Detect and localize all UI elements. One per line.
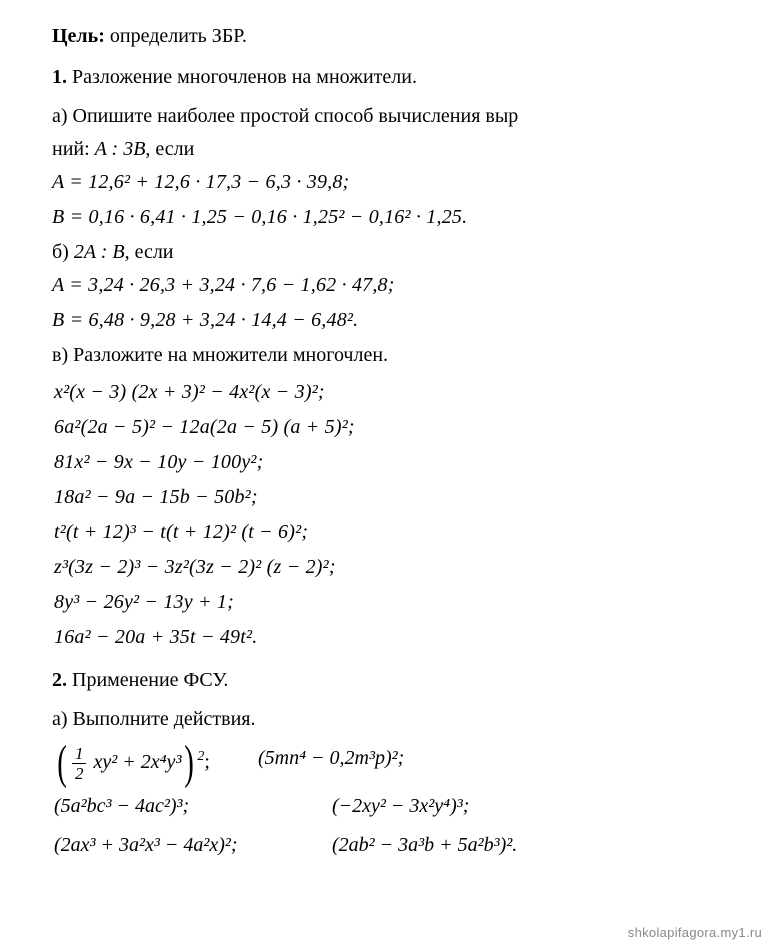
- page-content: Цель: определить ЗБР. 1. Разложение мног…: [0, 0, 768, 880]
- poly-2: 6a²(2a − 5)² − 12a(2a − 5) (a + 5)²;: [54, 413, 751, 442]
- item-1a-line2: ний: A : 3B, если: [52, 135, 753, 164]
- section-1-heading: 1. Разложение многочленов на множители.: [52, 63, 753, 92]
- item-1b-prefix: б): [52, 241, 74, 263]
- watermark: shkolapifagora.my1.ru: [628, 925, 762, 940]
- expr-row-2: (5a²bc³ − 4ac²)³; (−2xy² − 3x²y⁴)³;: [54, 792, 751, 821]
- eq-b2: B = 6,48 · 9,28 + 3,24 · 14,4 − 6,48².: [52, 306, 751, 335]
- eq-a2: A = 3,24 · 26,3 + 3,24 · 7,6 − 1,62 · 47…: [52, 271, 751, 300]
- section-1-number: 1.: [52, 66, 72, 88]
- fraction-num: 1: [72, 745, 87, 764]
- item-1b-expr: 2A : B: [74, 241, 125, 263]
- item-1a-expr: A : 3B: [95, 138, 146, 160]
- expr-r2c1: (5a²bc³ − 4ac²)³;: [54, 792, 284, 821]
- poly-3: 81x² − 9x − 10y − 100y²;: [54, 448, 751, 477]
- poly-8: 16a² − 20a + 35t − 49t².: [54, 623, 751, 652]
- expr-r1c1: (12 xy² + 2x⁴y³) 2;: [54, 744, 210, 782]
- goal-label: Цель:: [52, 25, 105, 47]
- goal-line: Цель: определить ЗБР.: [52, 22, 753, 51]
- expr-r3c1: (2ax³ + 3a²x³ − 4a²x)²;: [54, 831, 284, 860]
- goal-text: определить ЗБР.: [105, 25, 247, 47]
- big-lparen: (: [57, 744, 67, 782]
- section-1-title: Разложение многочленов на множители.: [72, 66, 417, 88]
- fraction: 12: [70, 745, 89, 782]
- item-1c: в) Разложите на множители многочлен.: [52, 341, 753, 370]
- poly-7: 8y³ − 26y² − 13y + 1;: [54, 588, 751, 617]
- fraction-den: 2: [72, 764, 87, 782]
- eq-a1: A = 12,6² + 12,6 · 17,3 − 6,3 · 39,8;: [52, 168, 751, 197]
- poly-4: 18a² − 9a − 15b − 50b²;: [54, 483, 751, 512]
- expr-row-1: (12 xy² + 2x⁴y³) 2; (5mn⁴ − 0,2m³p)²;: [54, 744, 751, 782]
- item-1b-suffix: , если: [125, 241, 174, 263]
- item-2a: а) Выполните действия.: [52, 705, 753, 734]
- expr-r2c2: (−2xy² − 3x²y⁴)³;: [332, 792, 469, 821]
- poly-5: t²(t + 12)³ − t(t + 12)² (t − 6)²;: [54, 518, 751, 547]
- expr-row-3: (2ax³ + 3a²x³ − 4a²x)²; (2ab² − 3a³b + 5…: [54, 831, 751, 860]
- item-1b: б) 2A : B, если: [52, 238, 753, 267]
- item-1a-suffix: , если: [145, 138, 194, 160]
- poly-6: z³(3z − 2)³ − 3z²(3z − 2)² (z − 2)²;: [54, 553, 751, 582]
- expr-r1c2: (5mn⁴ − 0,2m³p)²;: [258, 744, 404, 782]
- expr-r3c2: (2ab² − 3a³b + 5a²b³)².: [332, 831, 517, 860]
- poly-1: x²(x − 3) (2x + 3)² − 4x²(x − 3)²;: [54, 378, 751, 407]
- section-2-number: 2.: [52, 669, 72, 691]
- section-2-heading: 2. Применение ФСУ.: [52, 666, 753, 695]
- item-1a-prefix: ний:: [52, 138, 95, 160]
- item-1a-line1: а) Опишите наиболее простой способ вычис…: [52, 102, 753, 131]
- big-rparen: ): [185, 744, 195, 782]
- expr-r1c1-tail: ;: [204, 751, 210, 773]
- expr-r1c1-mid: xy² + 2x⁴y³: [88, 751, 181, 773]
- section-2-title: Применение ФСУ.: [72, 669, 228, 691]
- eq-b1: B = 0,16 · 6,41 · 1,25 − 0,16 · 1,25² − …: [52, 203, 751, 232]
